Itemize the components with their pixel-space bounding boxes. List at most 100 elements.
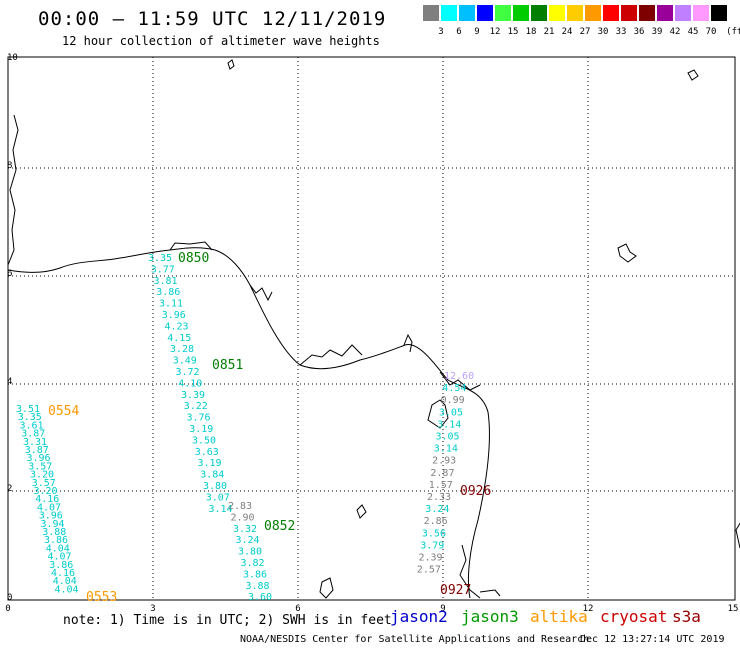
wave-height-label: 3.94 xyxy=(41,519,65,530)
wave-height-label: 2.87 xyxy=(430,468,454,479)
wave-height-label: 3.86 xyxy=(44,535,68,546)
wave-height-label: 2.93 xyxy=(432,456,456,467)
scale-label: 45 xyxy=(687,27,699,37)
y-tick-label: 4 xyxy=(7,377,12,387)
wave-height-label: 3.61 xyxy=(20,420,44,431)
wave-height-label: 3.28 xyxy=(170,344,194,355)
wave-height-label: 2.33 xyxy=(427,492,451,503)
scale-label: 36 xyxy=(633,27,645,37)
wave-height-label: 4.07 xyxy=(37,502,61,513)
scale-swatch xyxy=(549,5,565,21)
y-tick-label: 6 xyxy=(7,269,12,279)
map-subtitle: 12 hour collection of altimeter wave hei… xyxy=(62,34,380,48)
scale-label: 12 xyxy=(489,27,501,37)
wave-height-label: 3.86 xyxy=(156,287,180,298)
wave-height-label: 3.96 xyxy=(27,453,51,464)
wave-height-label: 3.96 xyxy=(39,511,63,522)
pass-time-label: 0927 xyxy=(440,583,471,598)
wave-height-label: 3.35 xyxy=(18,412,42,423)
footer-credit: NOAA/NESDIS Center for Satellite Applica… xyxy=(240,634,590,645)
pass-time-label: 0926 xyxy=(460,484,491,499)
scale-label: 33 xyxy=(615,27,627,37)
footer-note: note: 1) Time is in UTC; 2) SWH is in fe… xyxy=(63,613,392,628)
scale-swatch xyxy=(621,5,637,21)
wave-height-label: 3.24 xyxy=(425,504,449,515)
wave-height-label: 3.31 xyxy=(23,437,47,448)
scale-swatch xyxy=(693,5,709,21)
plot-frame xyxy=(7,56,736,601)
wave-height-label: 3.72 xyxy=(176,367,200,378)
legend-jason3: jason3 xyxy=(461,607,519,626)
wave-height-label: 3.60 xyxy=(248,592,272,603)
wave-height-tracks: 3.353.773.813.863.113.964.234.153.283.49… xyxy=(16,253,474,603)
scale-label: 24 xyxy=(561,27,573,37)
wave-height-label: 3.24 xyxy=(236,535,260,546)
axis-ticks: 0 3 6 9 12 15 0 2 4 6 8 10 xyxy=(5,53,738,614)
wave-height-label: 3.49 xyxy=(173,356,197,367)
wave-height-label: 3.05 xyxy=(439,407,463,418)
coastline xyxy=(7,59,740,599)
wave-height-label: 3.86 xyxy=(243,569,267,580)
scale-label: 42 xyxy=(669,27,681,37)
grid xyxy=(8,57,735,600)
x-tick-label: 12 xyxy=(583,604,594,614)
wave-height-label: 4.10 xyxy=(178,378,202,389)
wave-height-label: 4.04 xyxy=(55,584,79,595)
scale-swatch xyxy=(567,5,583,21)
wave-height-label: 4.04 xyxy=(46,543,70,554)
scale-swatch xyxy=(603,5,619,21)
scale-swatch xyxy=(585,5,601,21)
footer-timestamp: Dec 12 13:27:14 UTC 2019 xyxy=(580,634,725,645)
pass-time-label: 0554 xyxy=(48,404,79,419)
scale-label: 15 xyxy=(507,27,519,37)
wave-height-label: 4.15 xyxy=(167,333,191,344)
legend-jason2: jason2 xyxy=(390,607,448,626)
wave-height-label: 3.87 xyxy=(21,429,45,440)
legend-altika: altika xyxy=(530,607,588,626)
scale-swatch xyxy=(459,5,475,21)
y-tick-label: 8 xyxy=(7,161,12,171)
scale-label: 30 xyxy=(597,27,609,37)
legend-s3a: s3a xyxy=(672,607,701,626)
wave-height-label: 4.07 xyxy=(48,552,72,563)
wave-height-label: 4.16 xyxy=(51,568,75,579)
wave-height-label: 4.54 xyxy=(442,383,466,394)
scale-label: 39 xyxy=(651,27,663,37)
wave-height-label: 2.57 xyxy=(417,565,441,576)
wave-height-label: 3.22 xyxy=(184,401,208,412)
wave-height-label: 3.80 xyxy=(203,481,227,492)
wave-height-label: 3.14 xyxy=(209,504,233,515)
x-tick-label: 0 xyxy=(5,604,10,614)
pass-time-label: 0850 xyxy=(178,251,209,266)
wave-height-label: 3.88 xyxy=(42,527,66,538)
wave-height-label: 3.35 xyxy=(148,253,172,264)
wave-height-label: 3.57 xyxy=(28,461,52,472)
scale-label: 21 xyxy=(543,27,555,37)
wave-height-label: 2.90 xyxy=(231,512,255,523)
scale-swatch xyxy=(639,5,655,21)
y-tick-label: 2 xyxy=(7,484,12,494)
scale-swatch xyxy=(531,5,547,21)
wave-height-label: 3.51 xyxy=(16,404,40,415)
wave-height-label: 3.56 xyxy=(422,528,446,539)
x-tick-label: 15 xyxy=(728,604,739,614)
wave-height-label: 3.76 xyxy=(187,413,211,424)
wave-height-label: 2.39 xyxy=(419,553,443,564)
wave-height-label: 3.87 xyxy=(25,445,49,456)
pass-time-label: 0851 xyxy=(212,358,243,373)
map-title: 00:00 – 11:59 UTC 12/11/2019 xyxy=(38,8,387,30)
scale-swatch xyxy=(657,5,673,21)
wave-height-label: 3.20 xyxy=(30,470,54,481)
x-tick-label: 9 xyxy=(440,604,445,614)
wave-height-label: 3.96 xyxy=(162,310,186,321)
wave-height-label: 4.16 xyxy=(35,494,59,505)
wave-height-label: 3.05 xyxy=(436,432,460,443)
wave-height-label: 3.19 xyxy=(189,424,213,435)
scale-swatch xyxy=(441,5,457,21)
pass-time-label: 0553 xyxy=(86,590,117,605)
scale-label: 27 xyxy=(579,27,591,37)
x-tick-label: 3 xyxy=(150,604,155,614)
wave-height-label: 3.20 xyxy=(34,486,58,497)
wave-height-label: 3.19 xyxy=(198,458,222,469)
